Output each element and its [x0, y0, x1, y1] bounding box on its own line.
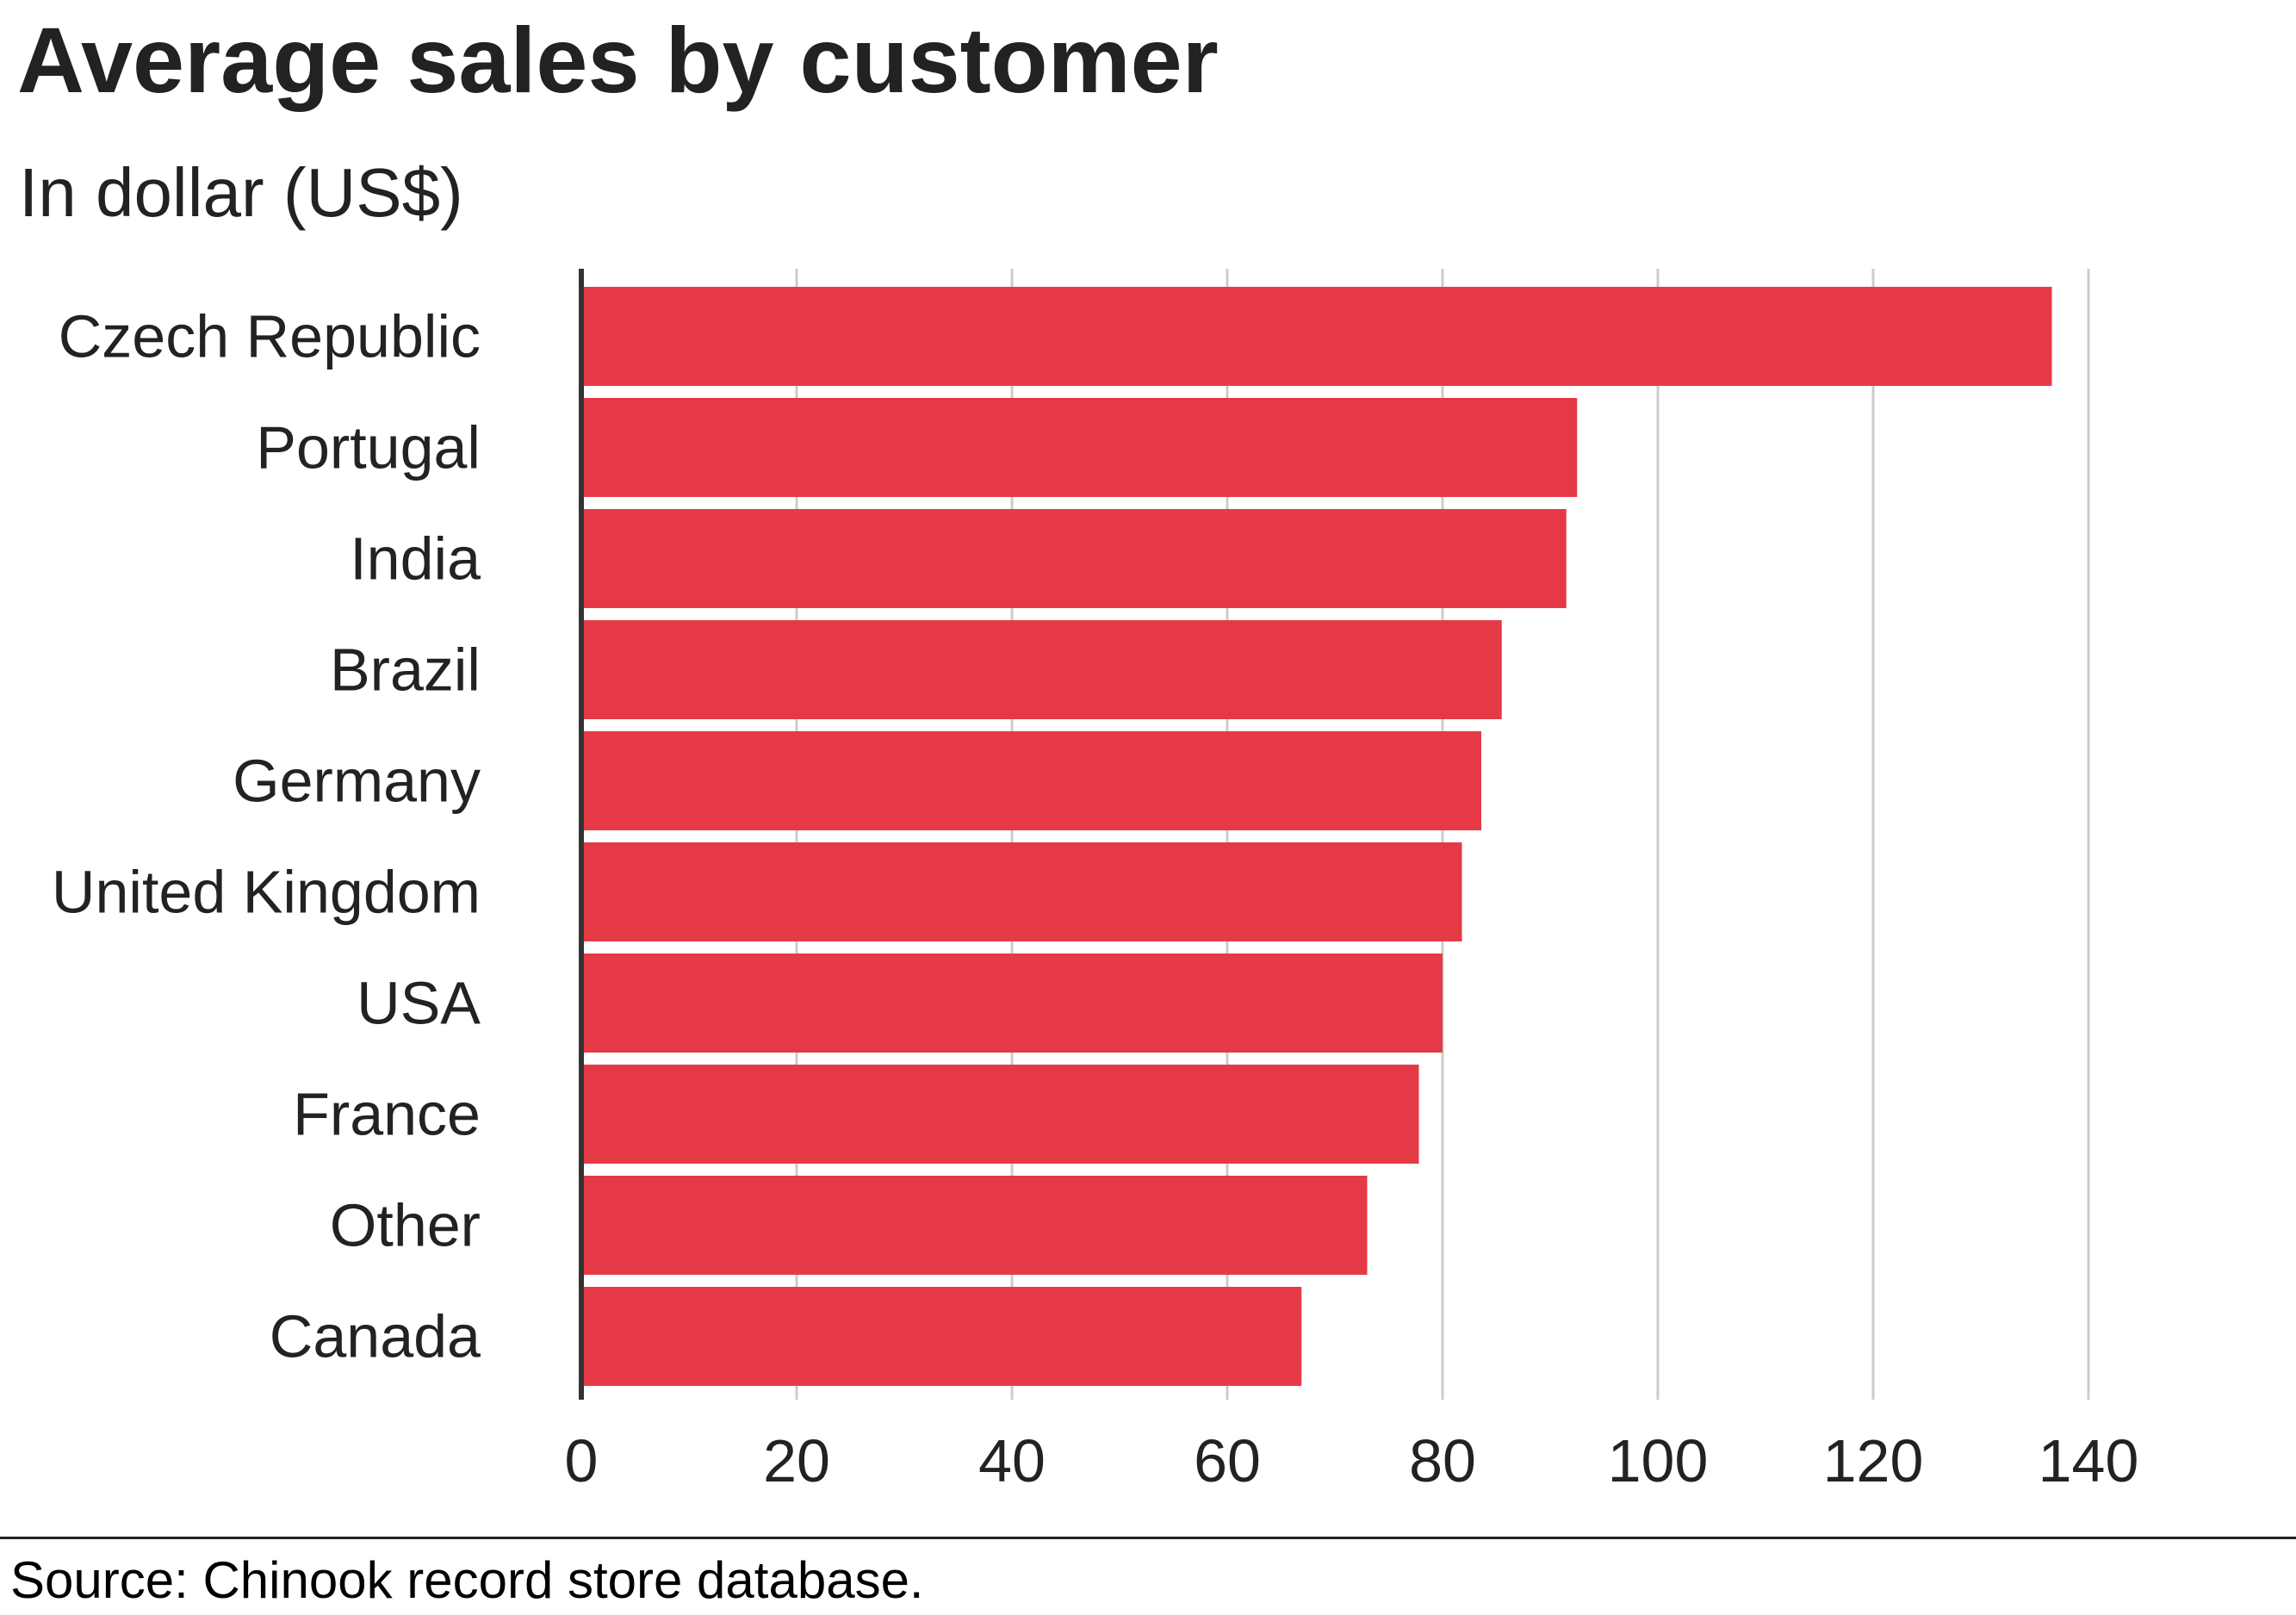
bar-other: [581, 1176, 1368, 1275]
chart-title: Average sales by customer: [17, 8, 1219, 112]
category-label-india: India: [350, 525, 481, 593]
category-label-canada: Canada: [270, 1303, 481, 1370]
chart-subtitle: In dollar (US$): [19, 154, 463, 231]
x-tick-label-0: 0: [565, 1427, 599, 1494]
bar-united-kingdom: [581, 842, 1462, 941]
x-tick-label-120: 120: [1823, 1427, 1924, 1494]
bar-france: [581, 1065, 1419, 1164]
source-note: Source: Chinook record store database.: [10, 1551, 924, 1609]
bar-canada: [581, 1287, 1302, 1386]
x-tick-label-20: 20: [763, 1427, 830, 1494]
category-label-france: France: [293, 1081, 481, 1148]
source-divider: [0, 1537, 2296, 1539]
category-label-germany: Germany: [233, 748, 481, 815]
bar-usa: [581, 953, 1443, 1053]
x-tick-label-140: 140: [2038, 1427, 2139, 1494]
x-tick-label-80: 80: [1409, 1427, 1476, 1494]
bar-india: [581, 509, 1567, 608]
bar-portugal: [581, 398, 1578, 497]
category-label-united-kingdom: United Kingdom: [52, 859, 481, 926]
category-label-other: Other: [330, 1192, 481, 1259]
category-label-usa: USA: [357, 970, 481, 1037]
x-tick-label-100: 100: [1608, 1427, 1709, 1494]
bar-brazil: [581, 620, 1502, 719]
category-label-portugal: Portugal: [256, 414, 481, 481]
bar-czech-republic: [581, 287, 2052, 386]
category-label-brazil: Brazil: [330, 637, 481, 704]
x-tick-label-40: 40: [978, 1427, 1046, 1494]
bar-germany: [581, 731, 1481, 830]
x-tick-label-60: 60: [1194, 1427, 1261, 1494]
category-label-czech-republic: Czech Republic: [59, 303, 481, 370]
